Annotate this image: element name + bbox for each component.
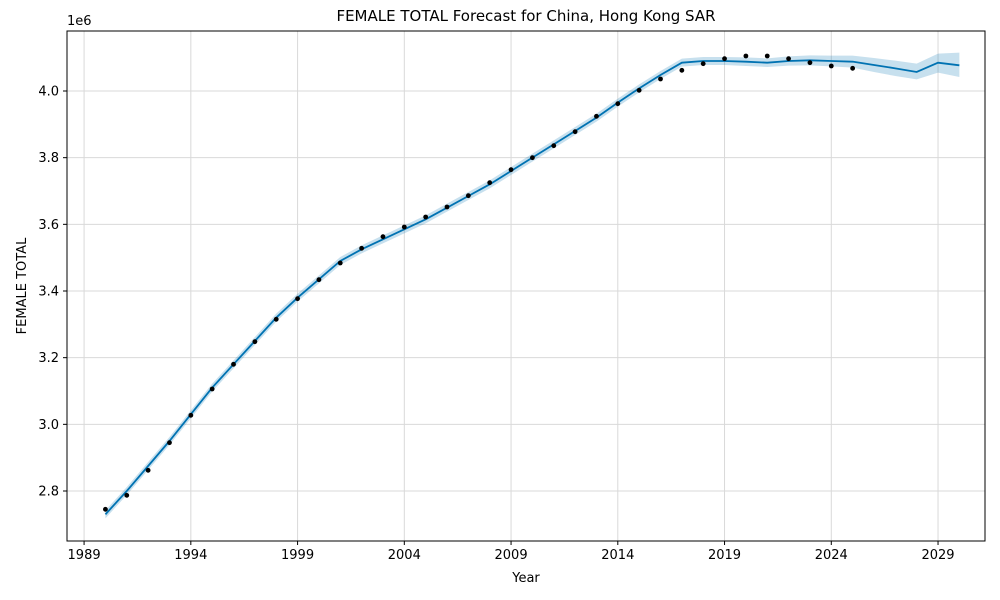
actual-data-point bbox=[337, 260, 343, 266]
chart-title: FEMALE TOTAL Forecast for China, Hong Ko… bbox=[336, 7, 715, 25]
actual-data-point bbox=[295, 296, 300, 302]
actual-data-point bbox=[508, 167, 514, 173]
x-tick-label: 2029 bbox=[921, 548, 954, 563]
actual-data-point bbox=[316, 277, 322, 283]
actual-data-point bbox=[594, 113, 599, 119]
actual-data-point bbox=[850, 65, 856, 71]
actual-data-point bbox=[444, 204, 450, 210]
actual-data-point bbox=[828, 63, 834, 69]
actual-data-point bbox=[380, 234, 386, 240]
actual-data-point bbox=[209, 386, 215, 392]
actual-data-point bbox=[487, 180, 493, 186]
grid-lines bbox=[67, 31, 985, 541]
actual-data-point bbox=[252, 339, 258, 345]
actual-data-point bbox=[167, 440, 172, 446]
actual-data-point bbox=[231, 361, 236, 367]
y-offset-label: 1e6 bbox=[67, 14, 92, 29]
x-tick-label: 1994 bbox=[174, 548, 207, 563]
actual-data-point bbox=[401, 224, 407, 230]
actual-data-point bbox=[188, 412, 194, 418]
actual-data-point bbox=[743, 53, 749, 59]
actual-data-point bbox=[551, 143, 557, 149]
x-tick-label: 1989 bbox=[68, 548, 101, 563]
x-axis-ticks: 1989 1994 1999 2004 2009 2014 2019 2024 2029 bbox=[68, 541, 955, 563]
y-tick-label: 3.6 bbox=[38, 218, 59, 233]
y-tick-label: 3.4 bbox=[38, 285, 59, 300]
x-axis-label: Year bbox=[511, 571, 540, 586]
actual-data-point bbox=[786, 56, 791, 62]
x-tick-label: 2024 bbox=[815, 548, 848, 563]
actual-data-point bbox=[530, 155, 535, 161]
actual-data-point bbox=[145, 467, 151, 473]
x-tick-label: 2009 bbox=[495, 548, 528, 563]
x-tick-label: 2014 bbox=[601, 548, 634, 563]
actual-data-point bbox=[700, 61, 706, 67]
actual-data-point bbox=[572, 129, 578, 135]
actual-data-point bbox=[615, 101, 621, 107]
plot-frame bbox=[66, 30, 986, 542]
x-tick-label: 2004 bbox=[388, 548, 421, 563]
y-tick-label: 3.0 bbox=[38, 418, 59, 433]
actual-data-point bbox=[423, 214, 429, 220]
actual-data-point bbox=[273, 316, 279, 322]
x-tick-label: 1999 bbox=[281, 548, 314, 563]
actual-data-point bbox=[636, 87, 642, 93]
actual-data-point bbox=[764, 53, 770, 59]
y-tick-label: 2.8 bbox=[38, 485, 59, 500]
actual-data-point bbox=[465, 193, 471, 199]
actual-data-point bbox=[722, 56, 727, 62]
actual-points-group bbox=[103, 53, 856, 512]
actual-data-point bbox=[658, 76, 663, 82]
y-axis-ticks: 2.8 3.0 3.2 3.4 3.6 3.8 4.0 bbox=[38, 85, 67, 500]
actual-data-point bbox=[807, 60, 813, 66]
actual-data-point bbox=[359, 245, 365, 251]
actual-data-point bbox=[124, 492, 130, 498]
actual-data-point bbox=[679, 67, 685, 73]
x-tick-label: 2019 bbox=[708, 548, 741, 563]
y-tick-label: 3.8 bbox=[38, 151, 59, 166]
actual-data-point bbox=[103, 506, 108, 512]
y-tick-label: 4.0 bbox=[38, 85, 59, 100]
y-tick-label: 3.2 bbox=[38, 351, 59, 366]
y-axis-label: FEMALE TOTAL bbox=[15, 237, 30, 334]
